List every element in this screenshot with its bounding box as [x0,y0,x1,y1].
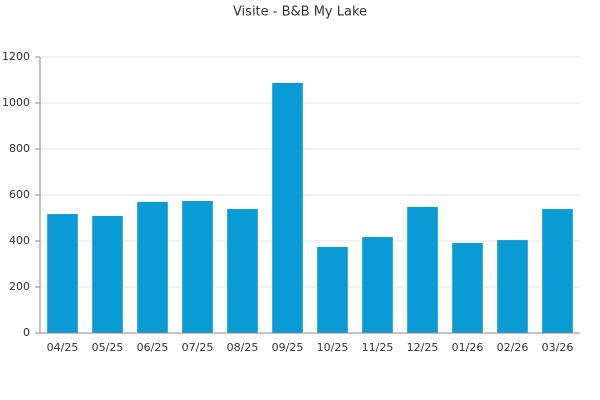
x-tick-label: 04/25 [47,341,79,354]
y-tick-label: 1200 [2,50,30,63]
y-tick-label: 0 [23,326,30,339]
x-tick-label: 03/26 [542,341,574,354]
x-tick-label: 07/25 [182,341,214,354]
bar [182,200,213,333]
y-tick-label: 400 [9,234,30,247]
y-tick-label: 800 [9,142,30,155]
x-tick-label: 12/25 [407,341,439,354]
x-tick-label: 06/25 [137,341,169,354]
x-tick-label: 08/25 [227,341,259,354]
bar [452,243,483,333]
bar [47,214,78,333]
bar [497,240,528,333]
x-tick-label: 11/25 [362,341,394,354]
x-tick-label: 01/26 [452,341,484,354]
x-tick-label: 09/25 [272,341,304,354]
y-tick-label: 600 [9,188,30,201]
bar [272,82,303,334]
x-tick-label: 02/26 [497,341,529,354]
bar [362,237,393,333]
bar [137,201,168,333]
bar [227,209,258,333]
chart-title: Visite - B&B My Lake [233,5,367,20]
bar [92,215,123,333]
bar [317,246,348,333]
y-tick-label: 200 [9,280,30,293]
bar [407,206,438,333]
x-tick-label: 10/25 [317,341,349,354]
y-tick-label: 1000 [2,96,30,109]
x-tick-label: 05/25 [92,341,124,354]
bar [542,209,573,333]
